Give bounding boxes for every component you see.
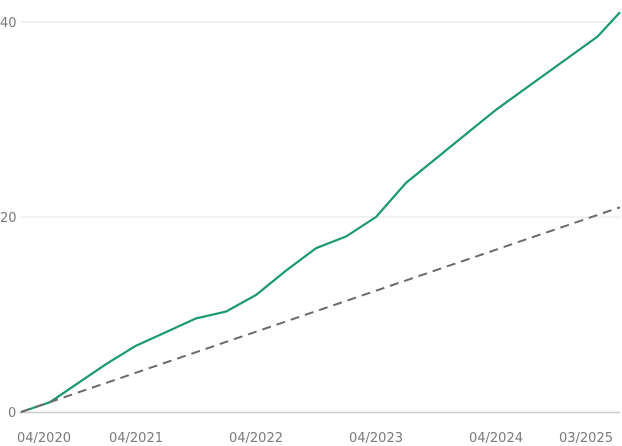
- x-tick-label-0: 04/2020: [17, 431, 71, 446]
- x-tick-label-5: 03/2025: [559, 431, 613, 446]
- y-axis-tick-labels: 0 20 40: [0, 16, 17, 421]
- y-tick-label-0: 0: [8, 406, 16, 421]
- series-line-solid: [20, 11, 621, 414]
- x-tick-label-4: 04/2024: [469, 431, 523, 446]
- x-axis-tick-labels: 04/2020 04/2021 04/2022 04/2023 04/2024 03/20…: [17, 431, 613, 446]
- series-layer: [20, 11, 621, 414]
- gridlines: [21, 21, 620, 218]
- x-tick-label-2: 04/2022: [229, 431, 283, 446]
- series-line-dashed: [20, 206, 621, 413]
- y-tick-label-20: 20: [0, 211, 17, 226]
- x-tick-label-3: 04/2023: [349, 431, 403, 446]
- y-tick-label-40: 40: [0, 16, 17, 31]
- x-tick-label-1: 04/2021: [109, 431, 163, 446]
